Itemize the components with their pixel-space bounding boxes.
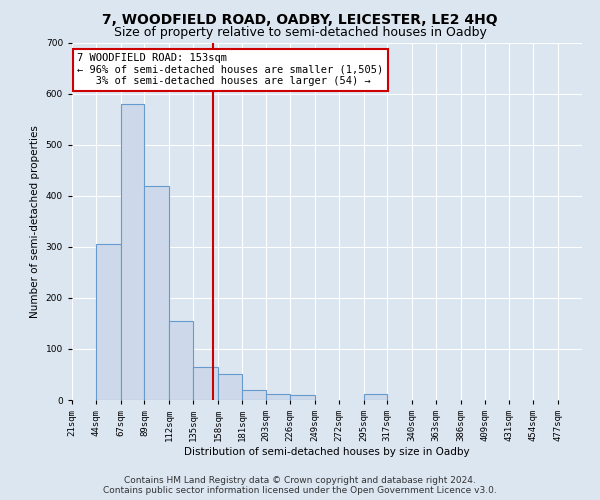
Bar (97, 244, 121, 400)
Bar (193, 367, 218, 400)
Text: 7 WOODFIELD ROAD: 153sqm
← 96% of semi-detached houses are smaller (1,505)
   3%: 7 WOODFIELD ROAD: 153sqm ← 96% of semi-d… (77, 53, 383, 86)
Bar (169, 321, 193, 400)
Bar (121, 104, 145, 400)
Y-axis label: Number of semi-detached properties: Number of semi-detached properties (30, 125, 40, 318)
Bar (290, 395, 315, 400)
Bar (145, 186, 169, 400)
Bar (266, 394, 290, 400)
Text: 7, WOODFIELD ROAD, OADBY, LEICESTER, LE2 4HQ: 7, WOODFIELD ROAD, OADBY, LEICESTER, LE2… (102, 12, 498, 26)
Text: Size of property relative to semi-detached houses in Oadby: Size of property relative to semi-detach… (113, 26, 487, 39)
Bar (218, 374, 242, 400)
X-axis label: Distribution of semi-detached houses by size in Oadby: Distribution of semi-detached houses by … (184, 447, 470, 457)
Bar (364, 394, 387, 400)
Text: Contains HM Land Registry data © Crown copyright and database right 2024.
Contai: Contains HM Land Registry data © Crown c… (103, 476, 497, 495)
Bar (242, 390, 266, 400)
